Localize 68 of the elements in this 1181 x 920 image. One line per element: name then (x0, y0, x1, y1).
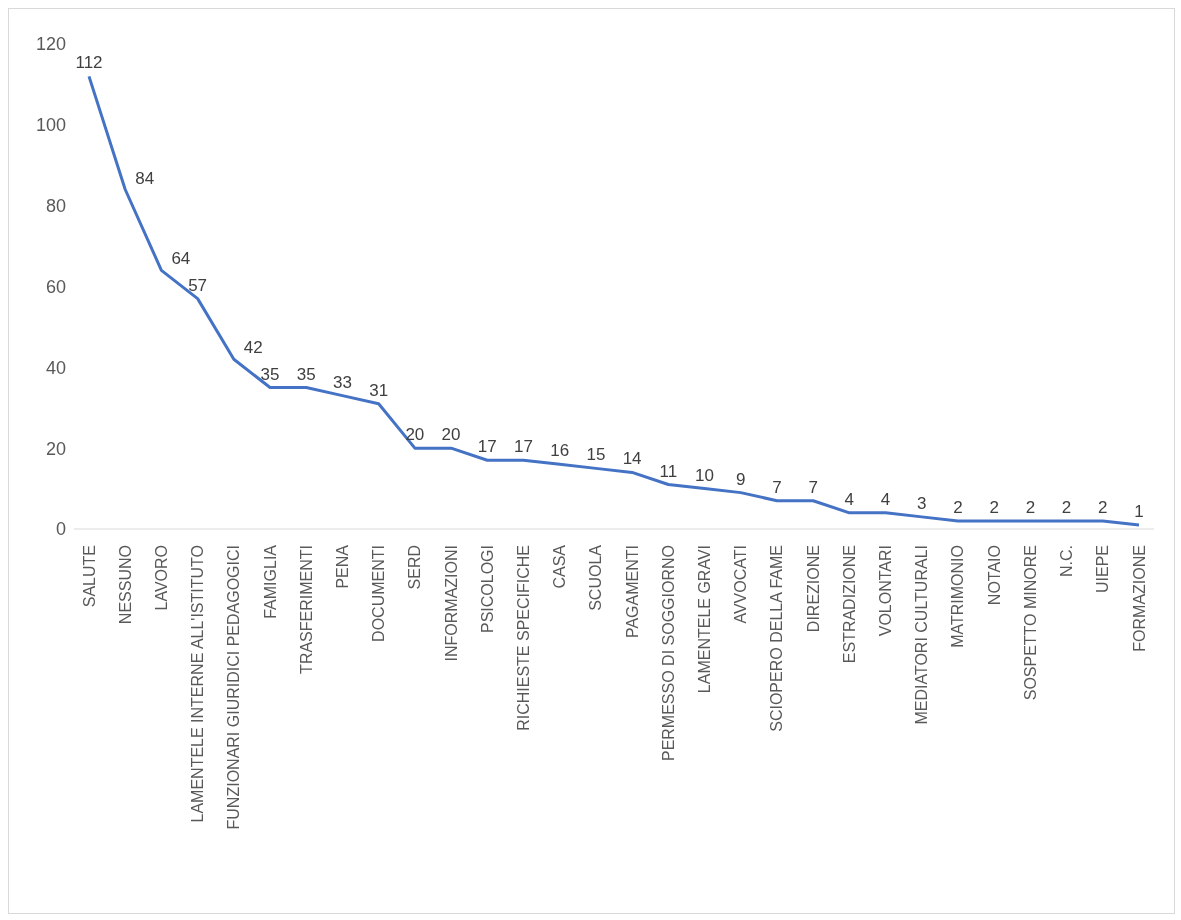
data-label: 112 (75, 53, 103, 73)
x-tick-label: TRASFERIMENTI (297, 545, 315, 674)
data-label: 17 (477, 437, 497, 457)
x-tick-label: SALUTE (80, 545, 98, 608)
x-tick-label: N.C. (1058, 545, 1076, 577)
data-label: 35 (260, 364, 280, 384)
data-label: 7 (772, 477, 782, 497)
x-tick-label: DIREZIONE (804, 545, 822, 633)
data-label: 1 (1134, 501, 1144, 521)
x-tick-label: SERD (406, 545, 424, 590)
data-label: 4 (844, 489, 855, 509)
x-tick-label: INFORMAZIONI (442, 545, 460, 662)
data-label: 9 (735, 469, 746, 489)
x-tick-label: NOTAIO (985, 545, 1003, 606)
data-label: 11 (659, 461, 678, 481)
y-tick-label: 40 (45, 357, 66, 378)
data-label: 57 (188, 275, 208, 295)
y-tick-label: 20 (45, 438, 66, 459)
data-label: 20 (441, 425, 461, 445)
x-tick-label: PAGAMENTI (623, 545, 641, 639)
data-label: 7 (808, 477, 818, 497)
x-tick-label: FORMAZIONE (1130, 545, 1148, 652)
x-tick-label: AVVOCATI (732, 545, 750, 624)
x-tick-label: SCIOPERO DELLA FAME (768, 545, 786, 732)
data-label: 2 (1025, 497, 1036, 517)
data-label: 2 (989, 497, 999, 517)
x-tick-label: CASA (551, 544, 569, 589)
x-tick-label: ESTRADIZIONE (840, 545, 858, 664)
x-tick-label: DOCUMENTI (370, 545, 388, 642)
data-label: 84 (135, 168, 155, 188)
y-tick-label: 60 (45, 276, 66, 297)
x-tick-label: PERMESSO DI SOGGIORNO (659, 545, 677, 762)
x-tick-label: VOLONTARI (877, 545, 895, 637)
data-label: 17 (514, 437, 533, 457)
x-tick-label: LAMENTELE GRAVI (696, 545, 714, 694)
data-label: 2 (953, 497, 963, 517)
x-tick-label: SCUOLA (587, 544, 605, 611)
y-tick-label: 100 (35, 115, 66, 136)
data-label: 42 (243, 338, 263, 358)
x-tick-label: LAVORO (152, 545, 170, 611)
data-label: 64 (171, 249, 191, 269)
data-label: 33 (332, 372, 352, 392)
y-tick-label: 80 (45, 196, 66, 217)
x-tick-label: PENA (333, 544, 351, 589)
x-tick-label: FAMIGLIA (261, 544, 279, 619)
data-label: 35 (296, 364, 316, 384)
x-tick-label: RICHIESTE SPECIFICHE (514, 545, 532, 731)
data-label: 10 (695, 465, 714, 485)
data-label: 2 (1061, 497, 1072, 517)
y-tick-label: 120 (35, 34, 66, 55)
x-tick-label: UIEPE (1094, 545, 1112, 594)
y-tick-label: 0 (55, 519, 66, 540)
data-label: 14 (622, 449, 642, 469)
x-tick-label: MEDIATORI CULTURALI (913, 545, 931, 725)
data-label: 2 (1098, 497, 1108, 517)
x-tick-label: LAMENTELE INTERNE ALL'ISTITUTO (189, 545, 207, 823)
x-tick-label: PSICOLOGI (478, 545, 496, 634)
data-label: 4 (880, 489, 891, 509)
x-tick-label: MATRIMONIO (949, 545, 967, 648)
x-tick-label: SOSPETTO MINORE (1021, 545, 1039, 701)
x-tick-label: FUNZIONARI GIURIDICI PEDAGOGICI (225, 545, 243, 830)
data-label: 16 (550, 441, 570, 461)
x-tick-label: NESSUNO (116, 545, 134, 625)
line-series (87, 74, 1141, 527)
data-label: 15 (586, 445, 606, 465)
data-label: 3 (917, 493, 927, 513)
data-label: 31 (369, 380, 389, 400)
data-label: 20 (405, 425, 425, 445)
